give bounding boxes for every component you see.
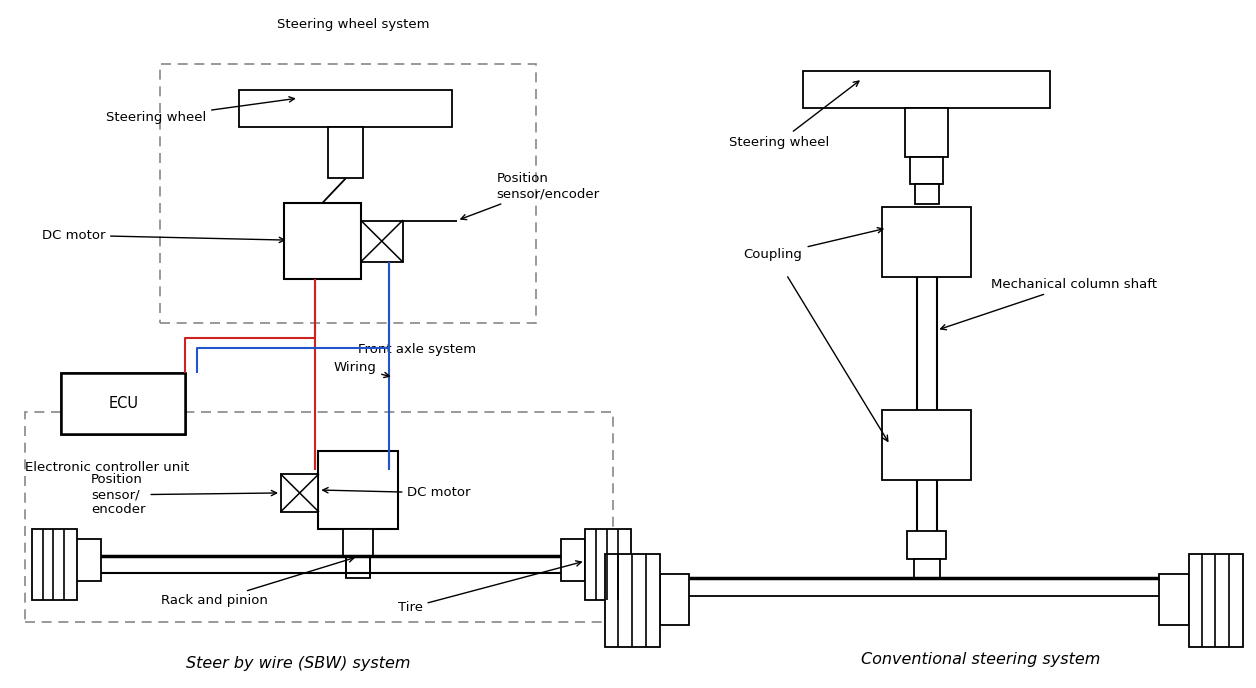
Bar bbox=[31, 529, 77, 600]
Text: Wiring: Wiring bbox=[333, 361, 389, 378]
Bar bbox=[62, 374, 185, 434]
Bar bbox=[909, 157, 943, 184]
Bar bbox=[328, 127, 363, 178]
Text: Steering wheel: Steering wheel bbox=[106, 97, 294, 124]
Bar bbox=[803, 71, 1050, 108]
Bar bbox=[343, 529, 373, 557]
Bar bbox=[240, 90, 452, 127]
Bar bbox=[914, 184, 938, 204]
Text: Front axle system: Front axle system bbox=[358, 343, 476, 356]
Bar bbox=[605, 554, 659, 647]
Bar bbox=[907, 531, 947, 559]
Text: Steering wheel: Steering wheel bbox=[728, 81, 859, 149]
Bar bbox=[914, 559, 939, 578]
Text: ECU: ECU bbox=[108, 396, 138, 411]
Text: Conventional steering system: Conventional steering system bbox=[862, 652, 1100, 667]
Text: Steering wheel system: Steering wheel system bbox=[276, 18, 430, 31]
Text: DC motor: DC motor bbox=[323, 486, 471, 499]
Text: Rack and pinion: Rack and pinion bbox=[161, 557, 354, 608]
Bar bbox=[347, 557, 369, 578]
Text: Tire: Tire bbox=[398, 561, 582, 614]
Bar bbox=[161, 64, 536, 323]
Bar bbox=[62, 374, 185, 434]
Bar bbox=[284, 203, 360, 279]
Bar bbox=[882, 207, 971, 277]
Bar bbox=[77, 539, 100, 581]
Bar bbox=[882, 409, 971, 480]
Bar bbox=[560, 539, 585, 581]
Text: Coupling: Coupling bbox=[744, 228, 883, 261]
Text: Electronic controller unit: Electronic controller unit bbox=[25, 461, 188, 474]
Bar bbox=[904, 108, 948, 157]
Text: Position
sensor/encoder: Position sensor/encoder bbox=[461, 172, 599, 219]
Bar bbox=[1188, 554, 1243, 647]
Bar bbox=[281, 474, 319, 512]
Bar bbox=[360, 221, 402, 261]
Bar bbox=[1159, 574, 1188, 625]
Bar bbox=[659, 574, 690, 625]
Bar bbox=[25, 411, 613, 622]
Bar bbox=[585, 529, 631, 600]
Text: DC motor: DC motor bbox=[41, 228, 284, 243]
Text: Mechanical column shaft: Mechanical column shaft bbox=[941, 278, 1157, 330]
Text: Position
sensor/
encoder: Position sensor/ encoder bbox=[90, 473, 276, 517]
Bar bbox=[319, 451, 398, 529]
Text: Steer by wire (SBW) system: Steer by wire (SBW) system bbox=[186, 656, 411, 671]
